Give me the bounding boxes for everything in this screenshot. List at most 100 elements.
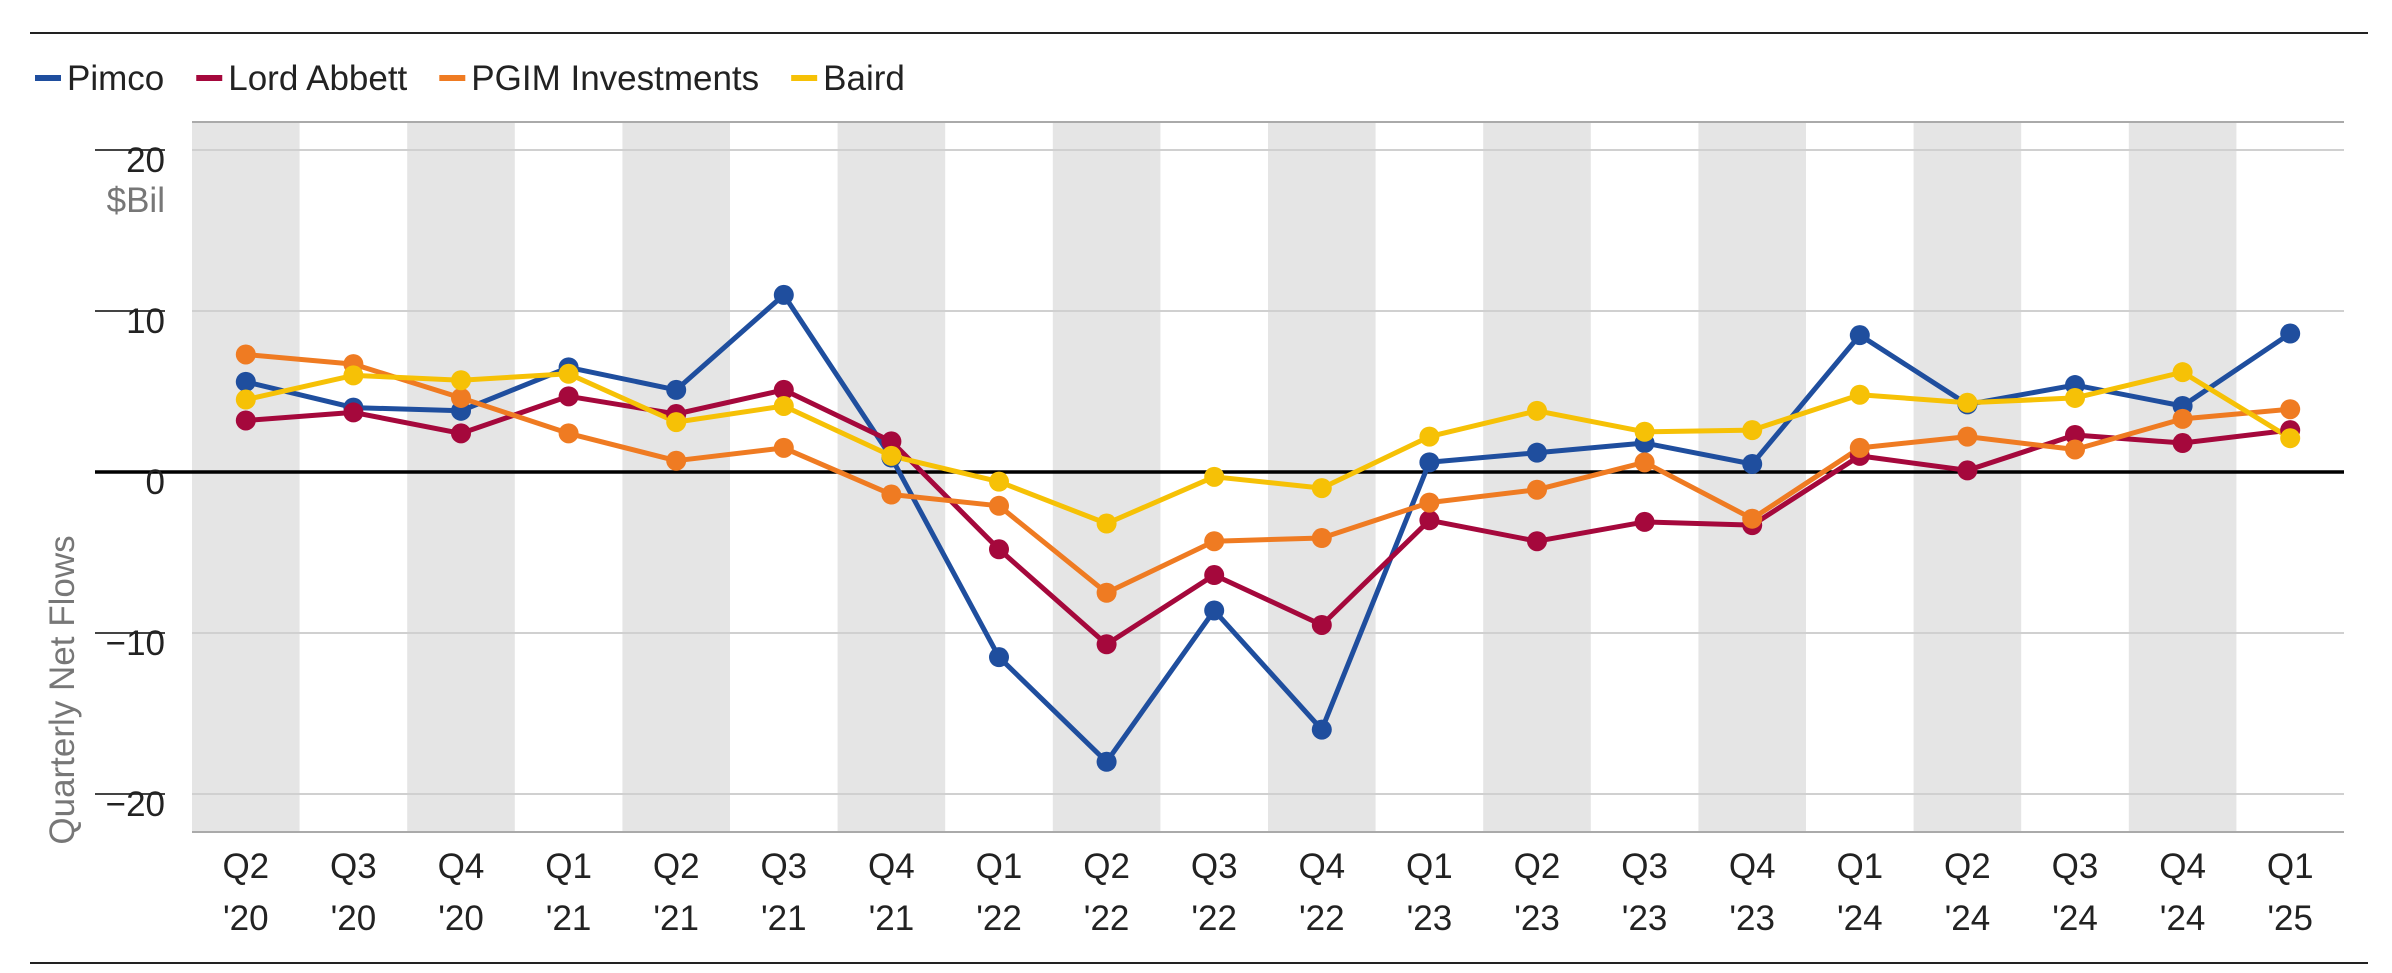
data-point-lord-abbett	[989, 539, 1009, 560]
x-tick-label: '24	[2052, 899, 2098, 938]
data-point-lord-abbett	[881, 431, 902, 452]
x-tick-label: '22	[1191, 899, 1237, 938]
data-point-pimco	[2280, 323, 2301, 344]
x-axis: Q2 '20 Q3 '20 Q4 '20 Q1 '21 Q2 '21 Q3 '21 Q4 '21 Q1 '22…	[222, 847, 2313, 938]
y-axis: 20$Bil 10 0 −10 −20 Quarterly Net Flows	[43, 141, 165, 845]
shaded-band	[407, 122, 515, 832]
data-point-baird	[2065, 387, 2085, 408]
x-tick-label: Q2	[1514, 847, 1561, 886]
data-point-baird	[451, 370, 471, 391]
data-point-pgim-investments	[1311, 528, 1332, 549]
x-tick-label: '23	[1514, 899, 1560, 938]
x-tick-label: Q3	[760, 847, 807, 886]
legend-swatch-lord-abbett	[196, 75, 223, 81]
x-tick-label: '20	[438, 899, 484, 938]
data-point-pgim-investments	[2172, 408, 2193, 429]
y-tick-label: 10	[126, 302, 165, 341]
y-tick-label: −10	[106, 624, 165, 663]
series-points	[235, 284, 2301, 772]
data-point-baird	[1742, 420, 1763, 441]
data-point-baird	[1096, 513, 1117, 534]
data-point-pimco	[1527, 442, 1547, 463]
data-point-baird	[1311, 478, 1332, 499]
x-tick-label: Q2	[1944, 847, 1991, 886]
data-point-baird	[235, 389, 256, 410]
legend: Pimco Lord Abbett PGIM Investments Baird	[35, 59, 905, 98]
data-point-lord-abbett	[1527, 531, 1547, 552]
x-tick-label: Q3	[2052, 847, 2099, 886]
data-point-baird	[1204, 466, 1225, 487]
data-point-lord-abbett	[1096, 634, 1117, 655]
y-tick-label: 20	[126, 141, 165, 180]
x-tick-label: '22	[1084, 899, 1130, 938]
data-point-lord-abbett	[343, 402, 364, 423]
data-point-pgim-investments	[2065, 439, 2085, 460]
data-point-pgim-investments	[989, 495, 1009, 516]
data-point-lord-abbett	[1204, 565, 1225, 586]
legend-swatch-pimco	[35, 75, 61, 81]
x-tick-label: Q3	[1191, 847, 1238, 886]
y-unit-label: $Bil	[107, 181, 165, 220]
x-tick-label: '20	[223, 899, 269, 938]
x-tick-label: '22	[1299, 899, 1345, 938]
x-tick-label: '24	[1945, 899, 1991, 938]
x-tick-label: Q2	[1083, 847, 1130, 886]
data-point-pimco	[1849, 325, 1870, 346]
y-tick-label: 0	[146, 463, 165, 502]
data-point-pgim-investments	[773, 437, 794, 458]
data-point-lord-abbett	[2172, 433, 2193, 454]
data-point-pimco	[1311, 719, 1332, 740]
x-tick-label: Q4	[2159, 847, 2206, 886]
data-point-pgim-investments	[1527, 479, 1547, 500]
data-point-pimco	[1204, 600, 1225, 621]
x-tick-label: Q1	[976, 847, 1023, 886]
data-point-pimco	[1419, 452, 1440, 473]
series-line-pgim-investments	[243, 352, 2293, 596]
series-line-baird	[243, 369, 2293, 526]
data-point-lord-abbett	[1957, 460, 1978, 481]
data-point-pimco	[235, 371, 256, 392]
data-point-lord-abbett	[773, 379, 794, 400]
data-point-baird	[343, 365, 364, 386]
y-axis-title: Quarterly Net Flows	[43, 535, 82, 844]
legend-swatch-baird	[791, 75, 818, 81]
series-line-lord-abbett	[243, 387, 2293, 647]
series-lines	[243, 292, 2293, 765]
legend-label-pgim-investments: PGIM Investments	[471, 59, 759, 98]
series-line-pimco	[243, 292, 2293, 765]
data-point-pgim-investments	[235, 344, 256, 365]
x-tick-label: '23	[1729, 899, 1775, 938]
data-point-baird	[1419, 426, 1440, 447]
x-tick-label: '22	[976, 899, 1022, 938]
data-point-lord-abbett	[1419, 510, 1440, 531]
x-tick-label: Q3	[1621, 847, 1668, 886]
data-point-lord-abbett	[1311, 614, 1332, 635]
x-tick-label: '20	[331, 899, 377, 938]
data-point-pimco	[773, 284, 794, 305]
data-point-pgim-investments	[558, 423, 579, 444]
x-tick-label: '21	[761, 899, 807, 938]
data-point-baird	[1849, 384, 1870, 405]
legend-label-baird: Baird	[823, 59, 905, 98]
shaded-band	[1483, 122, 1591, 832]
data-point-pimco	[1742, 453, 1763, 474]
data-point-lord-abbett	[451, 423, 471, 444]
data-point-pimco	[666, 379, 687, 400]
shaded-band	[192, 122, 300, 832]
shaded-band	[622, 122, 730, 832]
x-tick-label: '25	[2267, 899, 2313, 938]
x-tick-label: Q4	[1729, 847, 1776, 886]
data-point-lord-abbett	[235, 410, 256, 431]
shaded-band	[2128, 122, 2237, 832]
x-tick-label: '23	[1622, 899, 1668, 938]
data-point-pgim-investments	[1419, 492, 1440, 513]
shaded-band	[1698, 122, 1806, 832]
data-point-baird	[881, 445, 902, 466]
data-point-baird	[2172, 362, 2193, 383]
x-tick-label: Q1	[2267, 847, 2314, 886]
data-point-lord-abbett	[558, 386, 579, 407]
data-point-pgim-investments	[1742, 508, 1763, 529]
data-point-pgim-investments	[1096, 582, 1117, 603]
